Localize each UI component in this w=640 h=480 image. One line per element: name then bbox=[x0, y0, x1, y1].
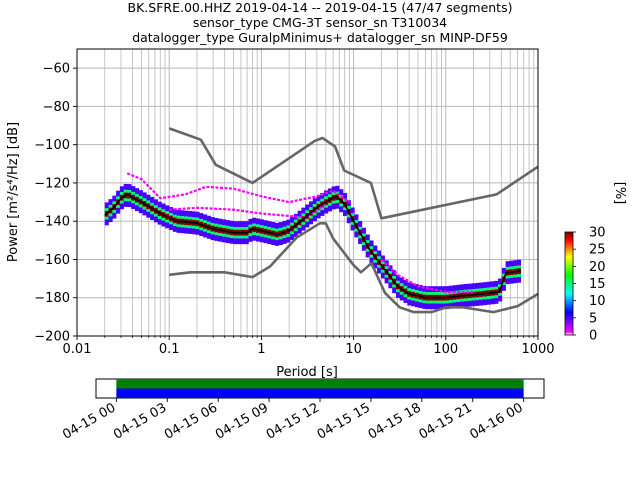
x-tick-label: 0.1 bbox=[159, 342, 180, 357]
low-noise-model-line bbox=[169, 222, 538, 314]
colorbar-tick-label: 15 bbox=[589, 277, 606, 292]
timeline-tick-label: 04-16 00 bbox=[468, 400, 526, 442]
colorbar-tick-label: 10 bbox=[589, 294, 606, 309]
title-line-station: BK.SFRE.00.HHZ 2019-04-14 -- 2019-04-15 … bbox=[127, 0, 513, 15]
density-heatmap bbox=[104, 172, 522, 310]
y-tick-label: −60 bbox=[43, 62, 70, 77]
title-line-sensor: sensor_type CMG-3T sensor_sn T310034 bbox=[192, 15, 448, 30]
colorbar-ticks: 0 5 10 15 20 25 30 bbox=[573, 226, 606, 344]
colorbar-tick-label: 0 bbox=[589, 329, 597, 344]
timeline-tick-label: 04-15 03 bbox=[111, 400, 169, 442]
y-axis-label: Power [m²/s⁴/Hz] [dB] bbox=[6, 122, 21, 262]
timeline-tick-label: 04-15 18 bbox=[366, 400, 424, 442]
outlier-trace bbox=[380, 258, 474, 294]
y-tick-label: −80 bbox=[43, 100, 70, 115]
coverage-bar-available bbox=[116, 388, 524, 398]
noise-model-layer bbox=[168, 127, 538, 314]
y-tick-label: −160 bbox=[34, 253, 70, 268]
coverage-timeline bbox=[95, 378, 545, 399]
timeline-tick-label: 04-15 15 bbox=[315, 400, 373, 442]
x-tick-label: 10 bbox=[345, 342, 362, 357]
title-line-datalogger: datalogger_type GuralpMinimus+ datalogge… bbox=[132, 30, 508, 45]
x-tick-label: 1000 bbox=[521, 342, 554, 357]
colorbar bbox=[564, 231, 574, 336]
timeline-tick-label: 04-15 09 bbox=[213, 400, 271, 442]
x-axis-ticks: 0.01 0.1 1 10 100 1000 bbox=[63, 336, 555, 357]
x-tick-label: 100 bbox=[433, 342, 458, 357]
timeline-tick-label: 04-15 06 bbox=[162, 400, 220, 442]
y-axis-ticks: −60 −80 −100 −120 −140 −160 −180 −200 bbox=[34, 62, 77, 345]
chart-title: BK.SFRE.00.HHZ 2019-04-14 -- 2019-04-15 … bbox=[0, 0, 640, 45]
x-tick-label: 0.01 bbox=[63, 342, 92, 357]
plot-frame bbox=[76, 48, 539, 337]
outlier-trace bbox=[126, 172, 351, 204]
x-axis-label: Period [s] bbox=[276, 365, 338, 380]
high-noise-model-line bbox=[168, 127, 538, 220]
timeline-tick-label: 04-15 00 bbox=[60, 400, 118, 442]
x-tick-label: 1 bbox=[257, 342, 265, 357]
median-line bbox=[104, 193, 521, 299]
colorbar-label: [%] bbox=[612, 182, 627, 205]
colorbar-tick-label: 25 bbox=[589, 243, 606, 258]
coverage-bar-used bbox=[116, 379, 524, 389]
median-layer bbox=[104, 193, 521, 299]
y-tick-label: −140 bbox=[34, 215, 70, 230]
timeline-tick-label: 04-15 12 bbox=[264, 400, 322, 442]
colorbar-tick-label: 30 bbox=[589, 226, 606, 241]
timeline-tick-label: 04-15 21 bbox=[417, 400, 475, 442]
colorbar-tick-label: 20 bbox=[589, 260, 606, 275]
y-tick-label: −180 bbox=[34, 291, 70, 306]
colorbar-tick-label: 5 bbox=[589, 311, 597, 326]
y-tick-label: −200 bbox=[34, 330, 70, 345]
y-tick-label: −120 bbox=[34, 176, 70, 191]
y-tick-label: −100 bbox=[34, 138, 70, 153]
